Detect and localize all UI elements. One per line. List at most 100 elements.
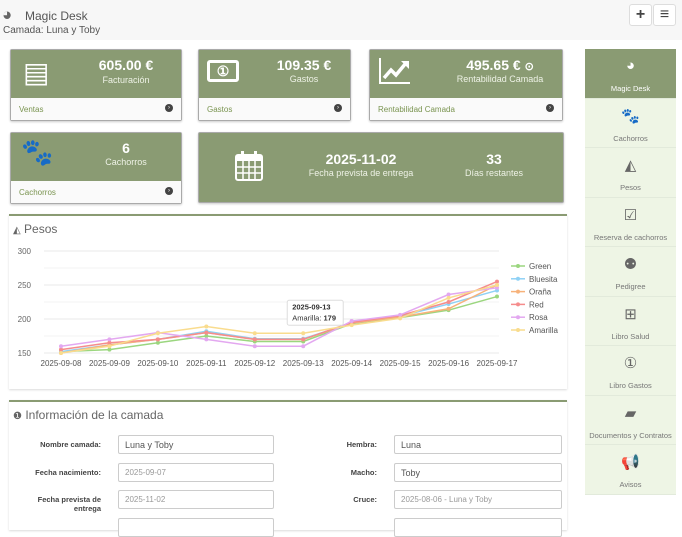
data-point[interactable]: [204, 337, 209, 342]
panel-title: Información de la camada: [25, 408, 164, 422]
data-point[interactable]: [252, 337, 257, 342]
data-point[interactable]: [155, 331, 160, 336]
x-tick-label: 2025-09-10: [137, 359, 178, 368]
left-field-3[interactable]: [118, 518, 274, 537]
data-point[interactable]: [446, 292, 451, 297]
data-point[interactable]: [107, 344, 112, 349]
field-label: Macho:: [350, 468, 377, 477]
legend-label[interactable]: Oraña: [529, 288, 552, 297]
data-point[interactable]: [495, 279, 499, 284]
data-point[interactable]: [204, 334, 209, 338]
legend-label[interactable]: Green: [529, 262, 551, 271]
legend-marker: [516, 276, 520, 281]
ventas-link[interactable]: Ventas ›: [11, 98, 181, 120]
x-tick-label: 2025-09-13: [283, 359, 324, 368]
paw-icon: 🐾: [621, 107, 640, 125]
card-value: 109.35 €: [276, 57, 332, 73]
data-point[interactable]: [107, 337, 112, 342]
bullhorn-icon: 📢: [621, 454, 640, 471]
paw-icon: 🐾: [21, 137, 54, 167]
sidebar-item-label: Reserva de cachorros: [593, 232, 668, 242]
cachorros-link[interactable]: Cachorros ›: [11, 181, 181, 203]
right-field-3[interactable]: [394, 518, 562, 537]
dashboard-icon: ◕: [2, 5, 13, 24]
line-chart-icon: [379, 58, 410, 84]
data-point[interactable]: [446, 295, 451, 300]
gastos-card: ① 109.35 € Gastos Gastos ›: [198, 49, 351, 121]
left-field-0[interactable]: Luna y Toby: [118, 435, 274, 454]
dashboard-icon: ◕: [625, 57, 636, 74]
card-value: 605.00 €: [98, 57, 154, 73]
sidebar-item-pedigree[interactable]: ⚉ Pedigree: [585, 247, 676, 297]
data-point[interactable]: [495, 283, 499, 287]
facturacion-card: ▤ 605.00 € Facturación Ventas ›: [10, 49, 182, 121]
data-point[interactable]: [446, 300, 451, 304]
card-value: 495.65 €: [466, 57, 521, 73]
sidebar-item-magic-desk[interactable]: ◕ Magic Desk: [585, 49, 676, 99]
legend-marker: [516, 264, 520, 268]
data-point[interactable]: [204, 324, 209, 329]
legend-label[interactable]: Amarilla: [529, 326, 558, 335]
series-line-rosa: [60, 286, 498, 347]
left-field-2[interactable]: 2025-11-02: [118, 490, 274, 509]
card-value: 6: [122, 140, 130, 156]
sidebar-item-avisos[interactable]: 📢 Avisos: [585, 445, 676, 495]
data-point[interactable]: [155, 337, 160, 342]
x-tick-label: 2025-09-12: [234, 359, 275, 368]
sidebar-item-label: Documentos y Contratos: [589, 430, 672, 440]
data-point[interactable]: [301, 344, 306, 349]
sidebar-item-label: Pesos: [620, 183, 641, 192]
sidebar-item-pesos[interactable]: ◭ Pesos: [585, 148, 676, 198]
arrow-circle-right-icon[interactable]: ›: [334, 104, 342, 112]
legend-label[interactable]: Bluesita: [529, 275, 558, 284]
x-tick-label: 2025-09-09: [89, 359, 130, 368]
arrow-circle-right-icon[interactable]: ›: [165, 104, 173, 112]
data-point[interactable]: [107, 340, 112, 345]
legend-label[interactable]: Rosa: [529, 313, 548, 322]
pesos-chart: 150 200 250 300 2025-09-08 2025-09-09 2025-09-…: [18, 247, 559, 368]
right-field-2[interactable]: 2025-08-06 - Luna y Toby: [394, 490, 562, 509]
data-point[interactable]: [398, 312, 403, 317]
area-chart-icon: ◭: [624, 157, 637, 174]
field-label: Fecha nacimiento:: [35, 468, 101, 477]
legend-label[interactable]: Red: [529, 300, 544, 309]
data-point[interactable]: [446, 306, 451, 311]
gastos-link[interactable]: Gastos ›: [199, 98, 350, 120]
data-point[interactable]: [204, 330, 209, 335]
days-remaining: 33: [486, 151, 502, 167]
book-icon: ▰: [624, 404, 637, 422]
data-point[interactable]: [349, 319, 354, 324]
arrow-circle-right-icon[interactable]: ›: [165, 187, 173, 195]
data-point[interactable]: [252, 344, 257, 349]
data-point[interactable]: [301, 331, 306, 336]
rentabilidad-card: 495.65 € ⊙ Rentabilidad Camada Rentabili…: [369, 49, 563, 121]
data-point[interactable]: [252, 331, 257, 336]
menu-button[interactable]: ≡: [653, 4, 676, 26]
footer-label: Cachorros: [19, 188, 56, 197]
data-point[interactable]: [349, 323, 354, 328]
field-label: Nombre camada:: [40, 440, 101, 449]
data-point[interactable]: [59, 351, 63, 355]
sidebar-item-cachorros[interactable]: 🐾 Cachorros: [585, 98, 676, 148]
sidebar-item-libro-salud[interactable]: ⊞ Libro Salud: [585, 296, 676, 346]
arrow-circle-right-icon[interactable]: ›: [546, 104, 554, 112]
right-field-1[interactable]: Toby: [394, 463, 562, 482]
data-point[interactable]: [495, 294, 499, 299]
data-point[interactable]: [59, 344, 63, 349]
sidebar-item-libro-gastos[interactable]: ① Libro Gastos: [585, 346, 676, 396]
add-button[interactable]: +: [629, 4, 652, 26]
field-label: Hembra:: [346, 440, 377, 449]
data-point[interactable]: [398, 316, 403, 321]
money-icon: ①: [623, 355, 638, 372]
sidebar-item-reserva-de-cachorros[interactable]: ☑ Reserva de cachorros: [585, 197, 676, 247]
rentabilidad-link[interactable]: Rentabilidad Camada ›: [370, 98, 562, 120]
right-field-0[interactable]: Luna: [394, 435, 562, 454]
left-field-1[interactable]: 2025-09-07: [118, 463, 274, 482]
data-point[interactable]: [107, 347, 112, 352]
sidebar-item-documentos-y-contratos[interactable]: ▰ Documentos y Contratos: [585, 395, 676, 445]
data-point[interactable]: [301, 337, 306, 342]
data-point[interactable]: [155, 340, 160, 345]
data-point[interactable]: [59, 347, 63, 352]
card-label: Gastos: [289, 74, 319, 84]
sidebar-item-label: Libro Gastos: [609, 381, 652, 390]
